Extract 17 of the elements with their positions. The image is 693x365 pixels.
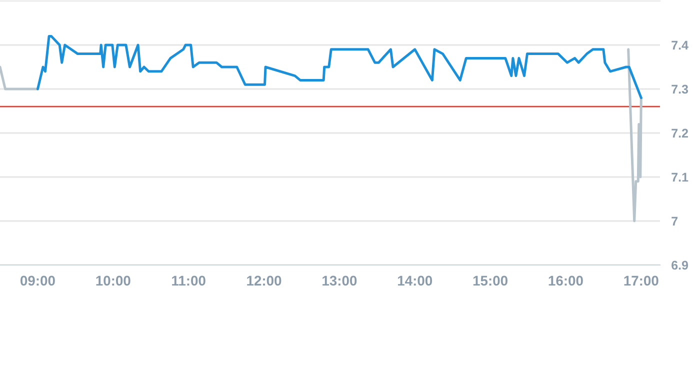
- y-tick-label: 7.1: [672, 172, 688, 182]
- x-tick-label: 15:00: [473, 276, 508, 286]
- y-tick-label: 7.4: [672, 40, 688, 50]
- x-tick-label: 10:00: [96, 276, 130, 286]
- y-tick-label: 7.2: [672, 128, 688, 138]
- x-tick-label: 11:00: [172, 276, 206, 286]
- y-tick-label: 7.3: [672, 84, 688, 94]
- x-tick-label: 14:00: [398, 276, 432, 286]
- line-series: [627, 48, 642, 222]
- y-tick-label: 6.9: [672, 260, 688, 270]
- x-tick-label: 13:00: [322, 276, 357, 286]
- y-tick-label: 7: [672, 216, 678, 226]
- x-tick-label: 16:00: [548, 276, 583, 286]
- x-tick-label: 12:00: [247, 276, 282, 286]
- x-tick-label: 17:00: [624, 276, 658, 286]
- x-tick-label: 09:00: [20, 276, 55, 286]
- line-series: [36, 34, 642, 100]
